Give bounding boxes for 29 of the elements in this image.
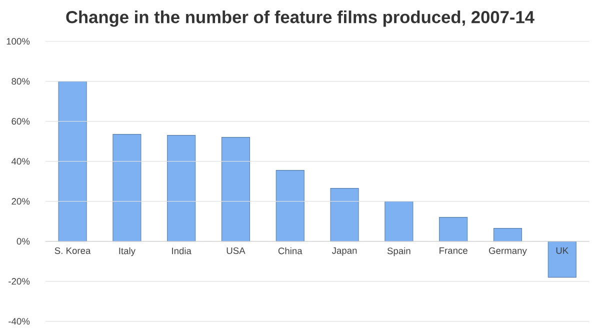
y-tick-label: -20%: [8, 278, 30, 285]
x-tick-label: S. Korea: [54, 247, 91, 254]
x-tick-label: India: [172, 247, 192, 254]
bar: [276, 170, 304, 242]
y-tick-label: 40%: [12, 158, 30, 165]
y-tick-label: 60%: [12, 118, 30, 125]
bar: [439, 217, 468, 242]
x-tick-label: UK: [556, 247, 568, 254]
bar: [58, 81, 87, 242]
chart-title: Change in the number of feature films produced, 2007-14: [66, 10, 534, 27]
bar: [167, 135, 196, 242]
y-tick-label: 20%: [12, 198, 30, 205]
x-tick-label: Japan: [332, 247, 357, 256]
bar: [493, 228, 522, 242]
bar: [548, 241, 576, 278]
x-tick-label: Italy: [119, 247, 136, 256]
x-tick-label: Spain: [387, 247, 410, 256]
x-tick-label: France: [440, 247, 468, 254]
y-tick-label: 100%: [6, 38, 30, 45]
y-tick-label: 80%: [12, 78, 30, 85]
x-tick-label: China: [278, 247, 302, 254]
y-tick-label: 0%: [16, 238, 30, 245]
x-tick-label: USA: [226, 247, 246, 254]
bar: [384, 201, 414, 242]
bar: [330, 188, 359, 242]
x-tick-label: Germany: [489, 247, 527, 256]
bar: [221, 137, 250, 242]
bar: [112, 134, 142, 242]
y-tick-label: -40%: [8, 318, 30, 325]
